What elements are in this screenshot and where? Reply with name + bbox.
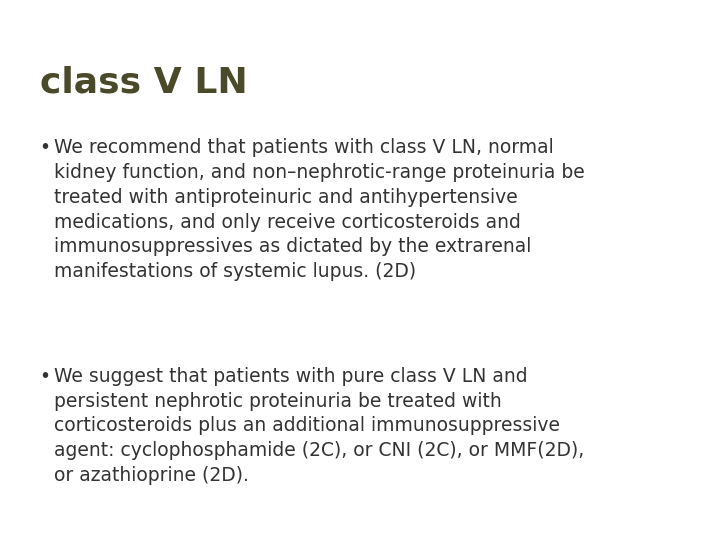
Text: •: • — [40, 367, 50, 386]
Text: •: • — [40, 138, 50, 157]
Text: We recommend that patients with class V LN, normal
kidney function, and non–neph: We recommend that patients with class V … — [54, 138, 585, 281]
Text: class V LN: class V LN — [40, 65, 248, 99]
Text: We suggest that patients with pure class V LN and
persistent nephrotic proteinur: We suggest that patients with pure class… — [54, 367, 584, 484]
